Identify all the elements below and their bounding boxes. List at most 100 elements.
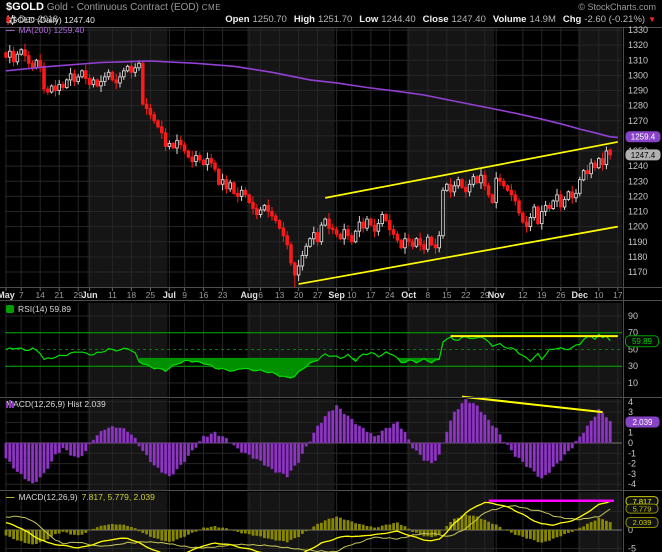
open-value: 1250.70 xyxy=(252,14,287,25)
svg-text:-4: -4 xyxy=(628,479,636,489)
chart-date: 13-Dec-2018 xyxy=(6,14,59,24)
macd-line xyxy=(5,500,611,552)
svg-text:1300: 1300 xyxy=(628,70,648,80)
svg-text:1190: 1190 xyxy=(628,237,647,247)
svg-text:9: 9 xyxy=(182,290,187,300)
symbol: $GOLD xyxy=(6,1,44,13)
rsi-legend: RSI(14) 59.89 xyxy=(6,304,71,314)
open-label: Open xyxy=(225,14,250,25)
instrument-name: Gold - Continuous Contract (EOD) xyxy=(46,2,199,13)
low-label: Low xyxy=(359,14,379,25)
svg-text:1220: 1220 xyxy=(628,191,648,201)
main-price-panel xyxy=(4,28,622,288)
low-value: 1244.40 xyxy=(381,14,416,25)
macd-legend-values: 7.817, 5.779, 2.039 xyxy=(81,492,155,502)
quote-strip: Open 1250.70 High 1251.70 Low 1244.40 Cl… xyxy=(225,14,656,25)
stockcharts-credit: © StockCharts.com xyxy=(578,2,656,12)
svg-text:15: 15 xyxy=(442,290,452,300)
svg-text:-5: -5 xyxy=(628,544,636,552)
svg-text:1247.4: 1247.4 xyxy=(631,151,656,160)
svg-text:24: 24 xyxy=(385,290,395,300)
svg-text:1259.4: 1259.4 xyxy=(631,133,656,142)
svg-text:18: 18 xyxy=(127,290,137,300)
svg-text:20: 20 xyxy=(294,290,304,300)
svg-text:1180: 1180 xyxy=(628,252,647,262)
close-value: 1247.40 xyxy=(451,14,486,25)
svg-text:29: 29 xyxy=(73,290,83,300)
macd-hist-legend-text: MACD(12,26,9) Hist 2.039 xyxy=(6,399,106,409)
svg-text:10: 10 xyxy=(628,378,638,388)
svg-text:1320: 1320 xyxy=(628,40,648,50)
svg-text:0: 0 xyxy=(628,525,633,535)
svg-text:12: 12 xyxy=(518,290,528,300)
svg-text:30: 30 xyxy=(628,361,638,371)
svg-text:Nov: Nov xyxy=(488,290,505,300)
svg-text:14: 14 xyxy=(35,290,45,300)
svg-text:Dec: Dec xyxy=(572,290,589,300)
rsi-icon xyxy=(6,305,14,313)
svg-text:1280: 1280 xyxy=(628,101,648,111)
svg-text:Jul: Jul xyxy=(163,290,176,300)
svg-text:90: 90 xyxy=(628,311,638,321)
svg-text:17: 17 xyxy=(366,290,376,300)
ma-legend-text: MA(200) 1259.40 xyxy=(18,25,85,35)
svg-text:Sep: Sep xyxy=(328,290,345,300)
svg-text:22: 22 xyxy=(461,290,471,300)
exchange: CME xyxy=(201,3,222,12)
macd-line-icon: — xyxy=(6,492,15,502)
svg-text:1310: 1310 xyxy=(628,55,648,65)
svg-text:17: 17 xyxy=(613,290,623,300)
svg-text:Jun: Jun xyxy=(82,290,98,300)
candlestick-icon xyxy=(6,15,15,25)
svg-text:29: 29 xyxy=(480,290,490,300)
chg-value: -2.60 (-0.21%) xyxy=(584,14,646,25)
high-value: 1251.70 xyxy=(317,14,353,25)
svg-text:1270: 1270 xyxy=(628,116,648,126)
svg-text:2.039: 2.039 xyxy=(633,518,652,527)
ma-legend: — MA(200) 1259.40 xyxy=(6,25,84,35)
macd-hist-legend: MACD(12,26,9) Hist 2.039 xyxy=(6,399,106,409)
svg-text:1170: 1170 xyxy=(628,267,647,277)
svg-text:10: 10 xyxy=(347,290,357,300)
macd-legend-text: MACD(12,26,9) xyxy=(18,492,78,502)
svg-text:1: 1 xyxy=(628,428,633,438)
y-axis-labels: 1330132013101300129012801270126012501240… xyxy=(628,25,648,552)
svg-text:Aug: Aug xyxy=(240,290,258,300)
svg-text:25: 25 xyxy=(146,290,156,300)
close-label: Close xyxy=(422,14,449,25)
svg-text:Oct: Oct xyxy=(401,290,416,300)
volume-value: 14.9M xyxy=(529,14,556,25)
chart-title: $GOLD Gold - Continuous Contract (EOD) C… xyxy=(6,1,221,13)
svg-text:26: 26 xyxy=(556,290,566,300)
main-series-legend-text: $GOLD (Daily) 1247.40 xyxy=(6,15,95,25)
rsi-legend-text: RSI(14) 59.89 xyxy=(18,304,71,314)
macd-legend: — MACD(12,26,9) 7.817, 5.779, 2.039 xyxy=(6,492,155,502)
ma-line-icon: — xyxy=(6,25,15,35)
svg-text:1290: 1290 xyxy=(628,86,648,96)
svg-text:3: 3 xyxy=(628,407,633,417)
svg-text:50: 50 xyxy=(628,344,638,354)
svg-text:27: 27 xyxy=(313,290,323,300)
rsi-panel xyxy=(5,303,622,397)
ma200-line xyxy=(5,60,618,139)
svg-text:6: 6 xyxy=(258,290,263,300)
svg-text:10: 10 xyxy=(594,290,604,300)
svg-text:1240: 1240 xyxy=(628,161,648,171)
svg-text:-1: -1 xyxy=(628,448,636,458)
svg-text:1200: 1200 xyxy=(628,222,648,232)
svg-text:11: 11 xyxy=(108,290,117,300)
svg-text:5.779: 5.779 xyxy=(633,504,652,513)
svg-text:1230: 1230 xyxy=(628,176,648,186)
svg-text:19: 19 xyxy=(537,290,547,300)
svg-text:59.89: 59.89 xyxy=(632,337,653,346)
svg-text:-3: -3 xyxy=(628,469,636,479)
volume-label: Volume xyxy=(492,14,527,25)
svg-text:13: 13 xyxy=(275,290,285,300)
svg-text:8: 8 xyxy=(425,290,430,300)
main-series-legend: $GOLD (Daily) 1247.40 xyxy=(6,15,95,25)
histogram-icon xyxy=(6,400,14,408)
